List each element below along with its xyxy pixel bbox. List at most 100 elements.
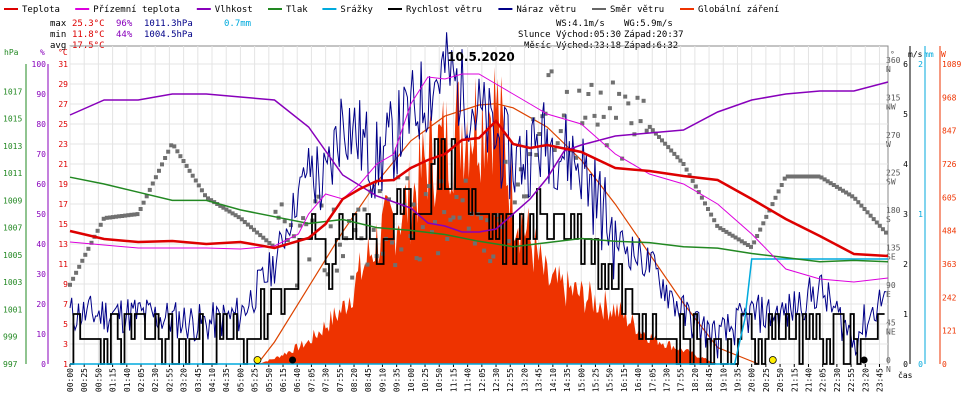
wind-dir-point (693, 184, 698, 189)
ms-tick-0: 0 (903, 360, 908, 369)
wind-dir-point (264, 238, 269, 243)
wind-dir-point (561, 113, 566, 118)
x-tick-4: 01:40 (123, 368, 132, 392)
wind-dir-point (193, 178, 198, 183)
wind-dir-point (491, 254, 496, 259)
wind-dir-point (414, 256, 419, 261)
stat-max-pressure: 1011.3hPa (144, 19, 193, 29)
wind-dir-point (371, 227, 376, 232)
wind-dir-point (95, 228, 100, 233)
wind-dir-point (350, 275, 355, 280)
wind-dir-point (657, 135, 661, 139)
wind-dir-point (334, 268, 339, 273)
wind-dir-point (610, 80, 615, 85)
hpa-tick-0: 997 (3, 360, 18, 369)
wind-dir-point (282, 219, 287, 224)
wind-dir-point (837, 186, 842, 191)
wind-dir-point (525, 194, 530, 199)
wind-dir-point (749, 244, 753, 249)
wind-dir-point (466, 226, 471, 231)
wind-dir-point (166, 149, 171, 154)
x-tick-12: 05:00 (236, 368, 245, 392)
wind-dir-point (331, 207, 336, 212)
x-tick-20: 08:20 (350, 368, 359, 392)
x-tick-38: 15:50 (606, 368, 615, 392)
x-tick-9: 03:45 (194, 368, 203, 392)
wind-dir-point (117, 214, 122, 219)
wind-dir-point (623, 94, 628, 99)
wind-dir-point (353, 228, 358, 233)
stat-avg-label: avg (50, 41, 66, 51)
stat-max-humidity: 96% (116, 19, 133, 29)
wind-dir-point (110, 215, 115, 220)
wind-dir-point (586, 92, 591, 96)
wind-dir-point (454, 195, 459, 199)
x-tick-23: 09:35 (393, 368, 402, 392)
x-tick-25: 10:25 (421, 368, 430, 392)
wind-dir-point (675, 155, 680, 160)
wind-dir-point (672, 151, 677, 156)
moonset-marker (289, 356, 297, 364)
x-tick-48: 20:00 (748, 368, 757, 392)
wind-dir-point (810, 174, 815, 179)
celsius-tick-2: 5 (63, 320, 68, 329)
wind-dir-point (206, 196, 210, 201)
wind-dir-point (423, 192, 428, 197)
wind-dir-point (451, 215, 456, 220)
wind-dir-point (663, 141, 668, 146)
wind-dir-point (601, 114, 606, 119)
celsius-tick-8: 17 (58, 200, 68, 209)
x-tick-35: 14:35 (563, 368, 572, 392)
legend-label-0: Teplota (22, 5, 60, 15)
celsius-tick-0: 1 (63, 360, 68, 369)
series-humidity (69, 81, 889, 233)
ms-tick-2: 2 (903, 260, 908, 269)
wind-dir-point (653, 131, 658, 136)
x-tick-45: 18:45 (705, 368, 714, 392)
stat-min-temp: 11.8°C (72, 30, 105, 40)
celsius-tick-9: 19 (58, 180, 68, 189)
wind-dir-point (828, 181, 833, 186)
wind-dir-point (298, 223, 303, 228)
w-tick-5: 605 (942, 193, 957, 202)
x-tick-2: 00:50 (94, 368, 103, 392)
dir-name-3: SE (886, 253, 896, 262)
wind-dir-point (687, 173, 692, 178)
hpa-tick-4: 1005 (3, 251, 22, 260)
legend-label-4: Srážky (340, 5, 373, 15)
x-tick-33: 13:45 (535, 368, 544, 392)
wind-dir-point (184, 163, 189, 168)
wind-dir-point (218, 203, 223, 208)
wind-dir-point (564, 89, 569, 94)
wind-dir-point (819, 175, 824, 180)
wind-dir-point (426, 184, 431, 189)
x-tick-1: 00:25 (80, 368, 89, 392)
wind-dir-point (555, 141, 560, 146)
hpa-tick-7: 1011 (3, 169, 22, 178)
wind-dir-point (660, 138, 664, 143)
wind-dir-point (279, 202, 284, 207)
wind-dir-point (267, 241, 272, 245)
wind-dir-point (626, 101, 631, 106)
dir-tick-4: 180 (886, 206, 901, 215)
wind-dir-point (712, 218, 717, 223)
legend-label-2: Vlhkost (215, 5, 253, 15)
wind-dir-point (172, 144, 177, 149)
wind-dir-point (295, 283, 299, 288)
wind-dir-point (785, 174, 790, 179)
wind-dir-point (436, 251, 441, 256)
wind-dir-point (430, 230, 434, 235)
sun-rise: Východ:05:30 (556, 30, 621, 40)
wind-dir-point (390, 240, 395, 245)
wind-dir-point (377, 189, 382, 194)
ms-tick-3: 3 (903, 210, 908, 219)
series-wind-gust (69, 32, 887, 359)
wind-dir-point (341, 254, 345, 259)
celsius-tick-15: 31 (58, 60, 68, 69)
x-tick-21: 08:45 (364, 368, 373, 392)
wind-dir-point (862, 207, 867, 211)
wind-dir-point (123, 213, 128, 218)
pct-tick-8: 80 (36, 120, 46, 129)
dir-tick-7: 315 (886, 94, 901, 103)
